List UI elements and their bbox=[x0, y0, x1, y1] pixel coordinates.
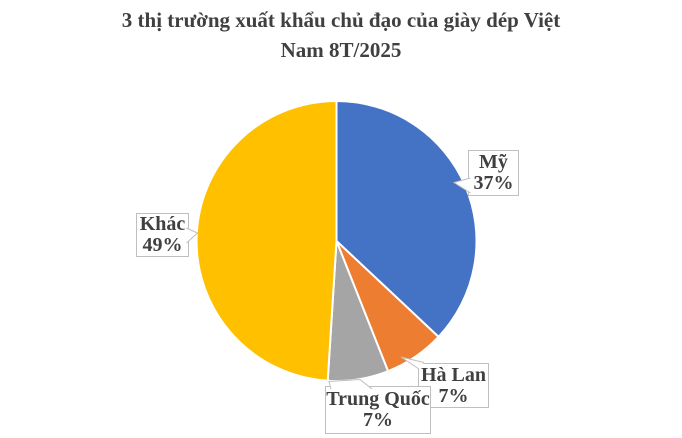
callout-my-label: Mỹ bbox=[479, 151, 508, 173]
callout-khac: Khác 49% bbox=[136, 213, 189, 257]
callout-trung-quoc-value: 7% bbox=[363, 409, 393, 431]
callout-ha-lan-value: 7% bbox=[438, 384, 469, 407]
callout-khac-label: Khác bbox=[139, 213, 186, 235]
chart-title-line-1: 3 thị trường xuất khẩu chủ đạo của giày … bbox=[121, 8, 561, 32]
callout-my-value: 37% bbox=[473, 172, 514, 194]
callout-trung-quoc: Trung Quốc 7% bbox=[325, 386, 431, 434]
chart-title: 3 thị trường xuất khẩu chủ đạo của giày … bbox=[0, 5, 682, 65]
callout-ha-lan-label: Hà Lan bbox=[420, 363, 487, 386]
callout-khac-value: 49% bbox=[142, 234, 183, 256]
callout-trung-quoc-label: Trung Quốc bbox=[326, 388, 430, 410]
callout-my: Mỹ 37% bbox=[468, 150, 519, 196]
pie-slice-3 bbox=[195, 100, 338, 382]
chart-title-line-2: Nam 8T/2025 bbox=[280, 38, 402, 62]
